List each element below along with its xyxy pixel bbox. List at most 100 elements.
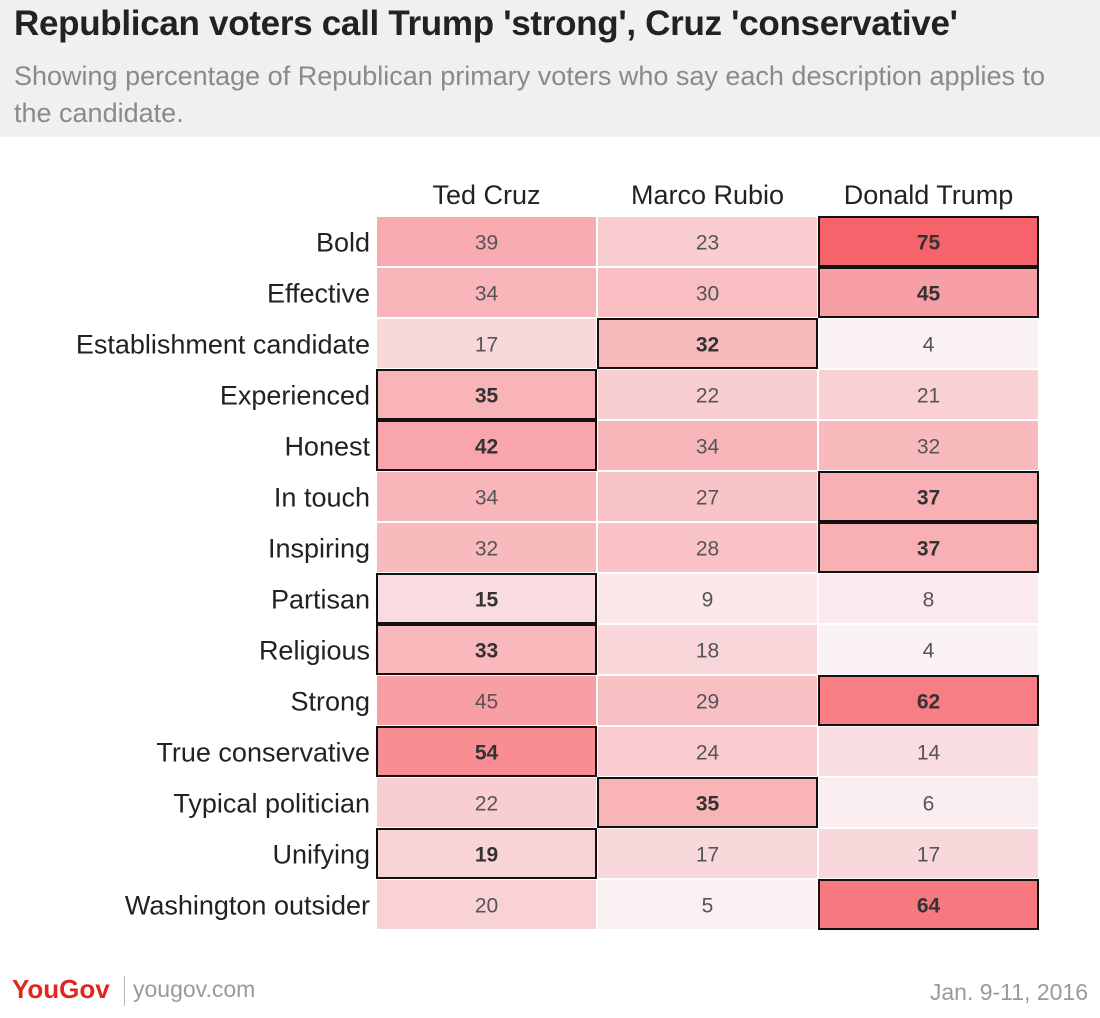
heatmap-cell [598, 523, 817, 572]
row-label: Honest [284, 432, 370, 462]
heatmap-cell [819, 727, 1038, 776]
cell-value: 17 [475, 334, 498, 357]
cell-value: 32 [696, 334, 719, 357]
row-label: Strong [290, 687, 370, 717]
row-label: Religious [259, 636, 370, 666]
cell-value: 22 [475, 793, 498, 816]
cell-value: 75 [917, 232, 941, 255]
heatmap-cell [598, 421, 817, 470]
heatmap-cell [818, 675, 1039, 726]
row-label: Washington outsider [125, 891, 370, 921]
cell-value: 34 [696, 436, 720, 459]
heatmap-cell [376, 369, 597, 420]
yougov-logo: YouGov [12, 974, 110, 1004]
cell-value: 4 [923, 640, 935, 663]
cell-value: 37 [917, 487, 940, 510]
heatmap-cell [598, 625, 817, 674]
cell-value: 5 [702, 895, 714, 918]
cell-value: 17 [917, 844, 940, 867]
row-label: Experienced [220, 381, 370, 411]
heatmap-cell [377, 676, 596, 725]
row-label: Partisan [271, 585, 370, 615]
heatmap-cell [819, 778, 1038, 827]
cell-value: 34 [475, 487, 499, 510]
heatmap-cell [819, 625, 1038, 674]
heatmap-cell [376, 573, 597, 624]
heatmap-cell [376, 726, 597, 777]
heatmap-cell [819, 319, 1038, 368]
footer-date: Jan. 9-11, 2016 [929, 979, 1088, 1005]
heatmap-cell [818, 522, 1039, 573]
cell-value: 4 [923, 334, 935, 357]
column-header: Ted Cruz [432, 180, 540, 210]
cell-value: 22 [696, 385, 719, 408]
heatmap-cell [598, 727, 817, 776]
chart-title: Republican voters call Trump 'strong', C… [14, 4, 958, 43]
heatmap-cell [819, 829, 1038, 878]
cell-value: 15 [475, 589, 499, 612]
cell-value: 6 [923, 793, 935, 816]
footer-divider [124, 976, 125, 1006]
heatmap-cell [377, 523, 596, 572]
row-label: Unifying [272, 840, 370, 870]
row-label: True conservative [156, 738, 370, 768]
cell-value: 29 [696, 691, 719, 714]
heatmap-cell [376, 828, 597, 879]
cell-value: 33 [475, 640, 498, 663]
heatmap-cell [818, 216, 1039, 267]
footer-url: yougov.com [133, 976, 256, 1002]
heatmap-cell [598, 676, 817, 725]
heatmap-chart: Ted Cruz Marco Rubio Donald Trump Bold 39 23 7… [76, 180, 1039, 930]
heatmap-cell [377, 319, 596, 368]
heatmap-cell [598, 217, 817, 266]
cell-value: 35 [696, 793, 720, 816]
cell-value: 64 [917, 895, 941, 918]
heatmap-cell [598, 829, 817, 878]
row-label: Establishment candidate [76, 330, 370, 360]
cell-value: 32 [475, 538, 498, 561]
cell-value: 28 [696, 538, 719, 561]
cell-value: 8 [923, 589, 935, 612]
cell-value: 20 [475, 895, 498, 918]
heatmap-cell [377, 778, 596, 827]
cell-value: 21 [917, 385, 940, 408]
cell-value: 17 [696, 844, 719, 867]
cell-value: 30 [696, 283, 719, 306]
cell-value: 45 [917, 283, 941, 306]
heatmap-cell [818, 471, 1039, 522]
chart-subtitle: Showing percentage of Republican primary… [14, 61, 1046, 128]
heatmap-cell [376, 624, 597, 675]
heatmap-cell [377, 472, 596, 521]
cell-value: 32 [917, 436, 940, 459]
cell-value: 24 [696, 742, 720, 765]
heatmap-cell [598, 472, 817, 521]
cell-value: 27 [696, 487, 719, 510]
cell-value: 14 [917, 742, 941, 765]
cell-value: 9 [702, 589, 714, 612]
column-header: Marco Rubio [631, 180, 784, 210]
cell-value: 39 [475, 232, 498, 255]
row-label: In touch [274, 483, 370, 513]
row-label: Bold [316, 228, 370, 258]
heatmap-cell [819, 370, 1038, 419]
heatmap-cell [819, 574, 1038, 623]
cell-value: 23 [696, 232, 719, 255]
heatmap-cell [597, 318, 818, 369]
cell-value: 45 [475, 691, 498, 714]
heatmap-cell [818, 879, 1039, 930]
heatmap-cell [819, 421, 1038, 470]
header-band: Republican voters call Trump 'strong', C… [0, 0, 1100, 137]
cell-value: 19 [475, 844, 498, 867]
column-header: Donald Trump [844, 180, 1014, 210]
heatmap-cell [597, 777, 818, 828]
heatmap-cell [376, 420, 597, 471]
cell-value: 37 [917, 538, 940, 561]
row-label: Typical politician [173, 789, 370, 819]
heatmap-cell [377, 217, 596, 266]
cell-value: 42 [475, 436, 498, 459]
heatmap-cell [377, 880, 596, 929]
heatmap-cell [598, 370, 817, 419]
heatmap-cell [818, 267, 1039, 318]
cell-value: 62 [917, 691, 940, 714]
heatmap-cell [598, 880, 817, 929]
